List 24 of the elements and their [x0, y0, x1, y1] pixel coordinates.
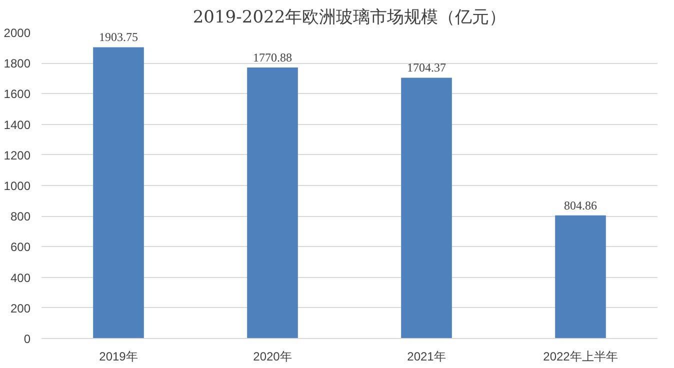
bar: [401, 78, 452, 338]
y-tick-label: 1200: [4, 148, 31, 162]
y-tick-label: 400: [10, 270, 31, 285]
bar: [555, 215, 606, 338]
x-tick-label: 2022年上半年: [543, 350, 618, 364]
bar: [93, 47, 144, 338]
x-tick-label: 2019年: [99, 350, 138, 364]
data-label: 1903.75: [99, 30, 138, 44]
x-tick-label: 2020年: [253, 350, 292, 364]
y-tick-label: 800: [10, 210, 31, 224]
data-label: 804.86: [564, 198, 597, 212]
x-tick-label: 2021年: [407, 350, 446, 364]
data-label: 1770.88: [253, 50, 292, 65]
chart-title: 2019-2022年欧洲玻璃市场规模（亿元）: [192, 8, 506, 28]
y-tick-label: 1600: [4, 87, 31, 102]
y-tick-label: 1800: [4, 56, 31, 71]
y-tick-label: 200: [10, 301, 31, 316]
y-tick-label: 1000: [4, 179, 31, 193]
y-tick-label: 600: [10, 240, 31, 254]
y-tick-label: 0: [24, 332, 31, 346]
y-tick-label: 2000: [4, 26, 31, 40]
bar: [247, 68, 298, 338]
data-label: 1704.37: [407, 60, 446, 75]
y-tick-label: 1400: [4, 118, 31, 132]
